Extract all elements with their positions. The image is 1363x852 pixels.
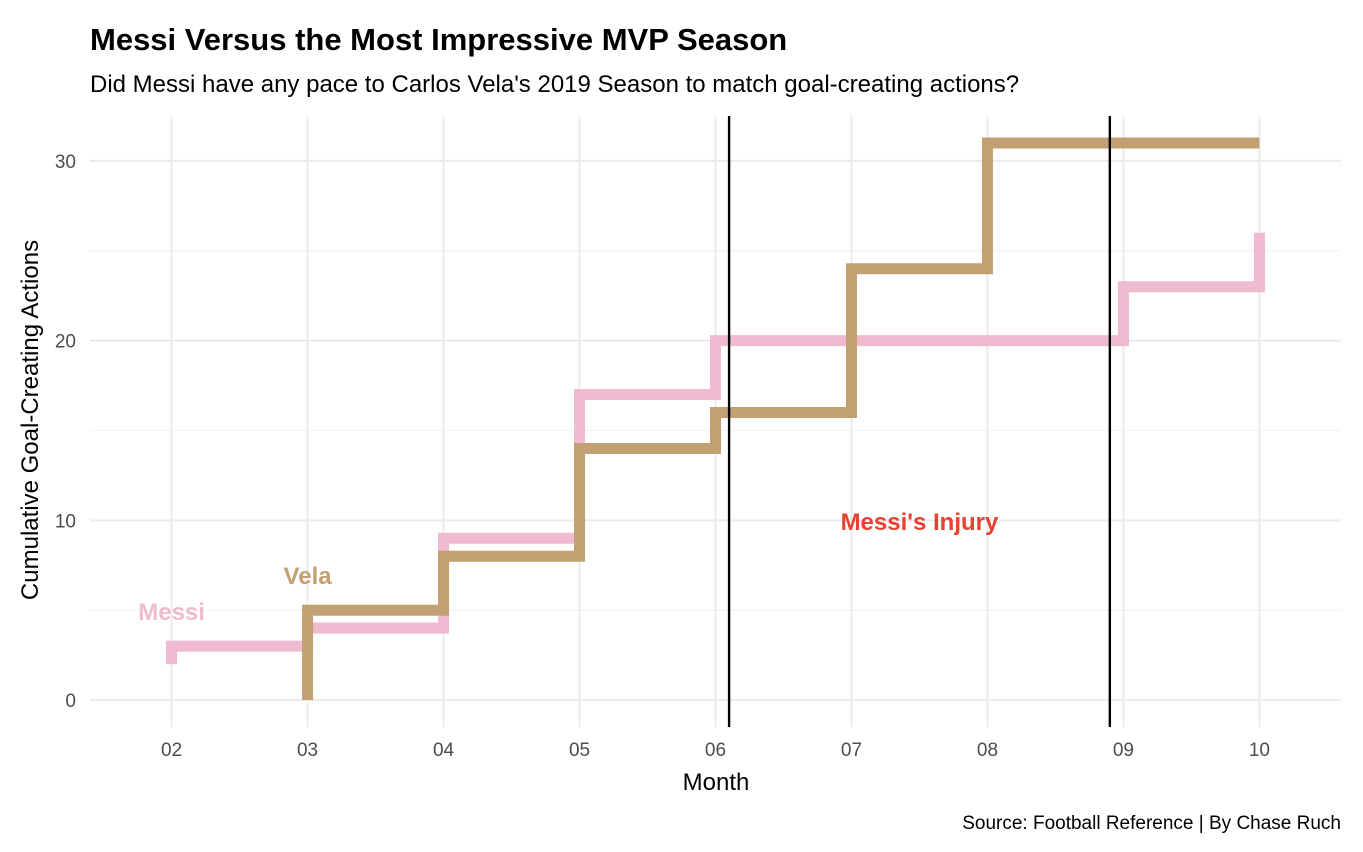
y-tick-label: 20 (55, 332, 76, 353)
x-tick-label: 06 (705, 740, 726, 761)
y-tick-label: 30 (55, 152, 76, 173)
x-tick-label: 03 (297, 740, 318, 761)
series-lines (166, 137, 1265, 701)
reference-lines (727, 116, 1112, 727)
annotation-label: Vela (284, 563, 333, 590)
x-tick-label: 09 (1113, 740, 1134, 761)
series-line-vela (302, 137, 1260, 701)
chart-title: Messi Versus the Most Impressive MVP Sea… (90, 22, 787, 57)
y-tick-label: 10 (55, 511, 76, 532)
chart-subtitle: Did Messi have any pace to Carlos Vela's… (90, 71, 1019, 98)
y-tick-label: 0 (65, 691, 76, 712)
x-axis-title: Month (683, 769, 750, 796)
y-tick-labels: 0 10 20 30 (55, 152, 76, 712)
x-tick-labels: 02 03 04 05 06 07 08 09 10 (161, 740, 1270, 761)
x-tick-label: 05 (569, 740, 590, 761)
annotations: Messi Vela Messi's Injury (138, 509, 999, 626)
y-axis-title: Cumulative Goal-Creating Actions (17, 240, 44, 600)
x-tick-label: 07 (841, 740, 862, 761)
x-tick-label: 08 (977, 740, 998, 761)
x-tick-label: 04 (433, 740, 455, 761)
chart-caption: Source: Football Reference | By Chase Ru… (962, 813, 1341, 834)
x-tick-label: 10 (1249, 740, 1270, 761)
annotation-label: Messi's Injury (841, 509, 999, 536)
annotation-label: Messi (138, 599, 205, 626)
x-tick-label: 02 (161, 740, 182, 761)
